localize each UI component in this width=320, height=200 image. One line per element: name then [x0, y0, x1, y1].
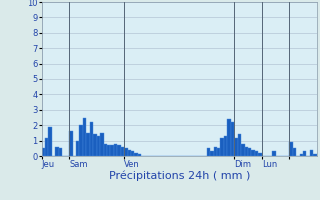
Bar	[134, 153, 138, 156]
Bar	[59, 148, 62, 156]
Bar	[55, 147, 59, 156]
Bar	[114, 144, 117, 156]
Bar	[45, 138, 49, 156]
Bar	[124, 148, 128, 156]
Bar	[131, 151, 134, 156]
Bar	[252, 150, 255, 156]
Bar	[255, 151, 258, 156]
Bar	[104, 144, 107, 156]
Bar	[310, 150, 313, 156]
Bar	[49, 127, 52, 156]
Bar	[248, 148, 252, 156]
Bar	[220, 138, 224, 156]
Bar	[97, 136, 100, 156]
Bar	[289, 142, 293, 156]
Bar	[107, 145, 110, 156]
Bar	[86, 133, 90, 156]
Bar	[224, 136, 227, 156]
Bar	[227, 119, 231, 156]
Bar	[128, 150, 131, 156]
Bar	[69, 131, 73, 156]
Bar	[303, 151, 307, 156]
Bar	[258, 153, 262, 156]
Bar	[93, 134, 97, 156]
Bar	[313, 154, 317, 156]
Bar	[272, 151, 276, 156]
Bar	[300, 154, 303, 156]
Bar	[90, 122, 93, 156]
Bar	[244, 147, 248, 156]
Bar	[231, 122, 234, 156]
Bar	[42, 148, 45, 156]
Bar	[238, 134, 241, 156]
Bar	[234, 138, 238, 156]
Bar	[207, 148, 210, 156]
Bar	[117, 145, 121, 156]
Bar	[121, 147, 124, 156]
Bar	[76, 141, 79, 156]
X-axis label: Précipitations 24h ( mm ): Précipitations 24h ( mm )	[108, 171, 250, 181]
Bar	[83, 117, 86, 156]
Bar	[79, 125, 83, 156]
Bar	[100, 133, 104, 156]
Bar	[241, 144, 244, 156]
Bar	[217, 148, 220, 156]
Bar	[110, 145, 114, 156]
Bar	[138, 154, 141, 156]
Bar	[293, 148, 296, 156]
Bar	[214, 147, 217, 156]
Bar	[210, 151, 214, 156]
